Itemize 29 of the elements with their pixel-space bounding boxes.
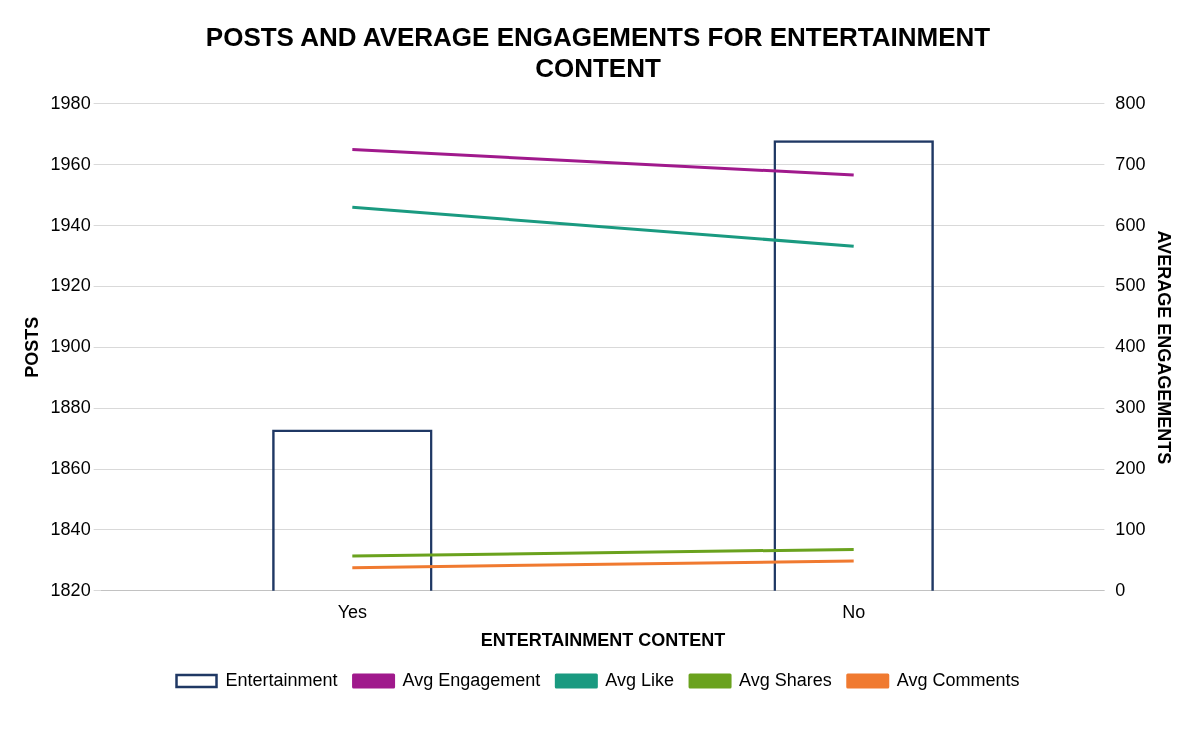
y2-tick-label: 0 — [1115, 579, 1126, 600]
legend-label: Entertainment — [225, 669, 338, 690]
y-tick-label: 1840 — [50, 518, 91, 539]
chart-title: POSTS AND AVERAGE ENGAGEMENTS FOR ENTERTAINMENT CONTENT — [204, 22, 992, 84]
y-tick-label: 1880 — [50, 397, 91, 418]
x-axis-title: ENTERTAINMENT CONTENT — [480, 630, 726, 651]
y2-tick-label: 300 — [1115, 397, 1146, 418]
y-tick-label: 1960 — [50, 153, 91, 174]
x-tick-label: Yes — [337, 601, 368, 622]
y-tick-label: 1920 — [50, 275, 91, 296]
y-tick-label: 1860 — [50, 458, 91, 479]
y2-tick-label: 800 — [1115, 92, 1146, 113]
y2-tick-label: 100 — [1115, 518, 1146, 539]
y-tick-label: 1900 — [50, 336, 91, 357]
y-tick-label: 1820 — [50, 579, 91, 600]
y2-tick-label: 600 — [1115, 214, 1146, 235]
legend-label: Avg Comments — [896, 669, 1020, 690]
y-axis-title: POSTS — [21, 316, 42, 378]
y2-tick-label: 400 — [1115, 336, 1146, 357]
y-tick-label: 1940 — [50, 214, 91, 235]
y2-tick-label: 500 — [1115, 275, 1146, 296]
legend-label: Avg Like — [605, 669, 675, 690]
y2-tick-label: 200 — [1115, 458, 1146, 479]
legend-label: Avg Shares — [739, 669, 832, 690]
y2-tick-label: 700 — [1115, 153, 1146, 174]
y-tick-label: 1980 — [50, 92, 91, 113]
x-tick-label: No — [842, 601, 866, 622]
legend-label: Avg Engagement — [402, 669, 541, 690]
y2-axis-title: AVERAGE ENGAGEMENTS — [1154, 230, 1175, 465]
